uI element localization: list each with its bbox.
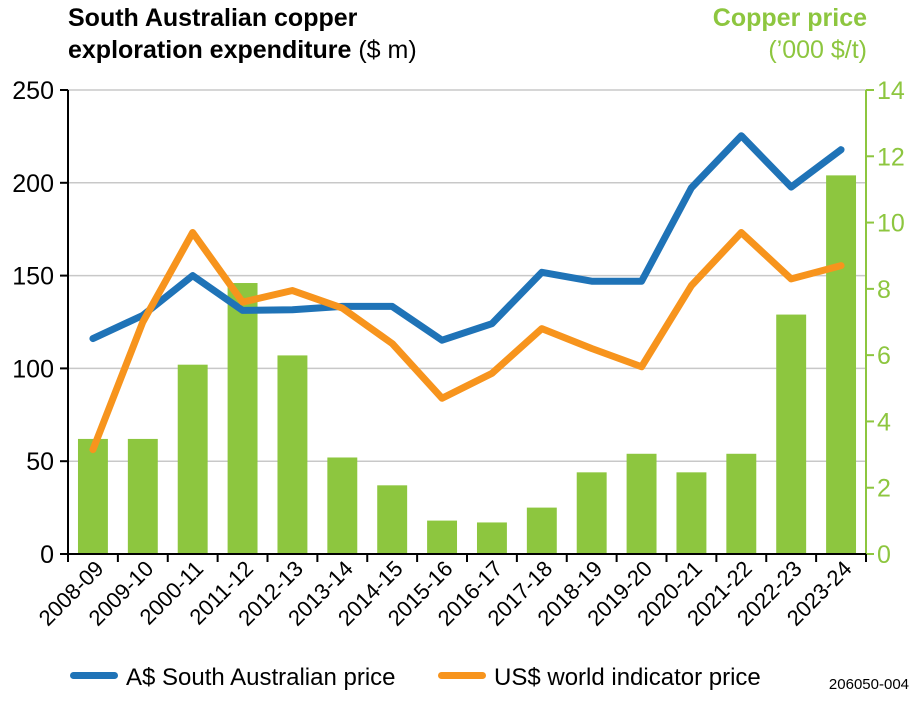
legend-swatch-sa-price [70,672,118,680]
left-tick-label: 0 [40,541,54,569]
left-tick-label: 200 [12,170,54,198]
expenditure-bar-2012-13 [277,355,308,554]
left-axis-title: South Australian copper exploration expe… [68,2,417,66]
left-tick-label: 100 [12,355,54,383]
right-title-line1: Copper price [712,4,867,32]
sa-price-line [89,132,845,344]
left-title-line1: South Australian copper [68,4,358,32]
expenditure-bar-2014-15 [377,485,408,554]
expenditure-bar-2008-09 [77,438,108,554]
legend-item-world-price: US$ world indicator price [438,664,761,692]
left-title-line2-bold: exploration expenditure [68,36,352,64]
legend-swatch-world-price [438,672,486,680]
right-axis-title: Copper price (’000 $/t) [713,2,867,66]
legend-item-sa-price: A$ South Australian price [70,664,396,692]
right-tick-label: 4 [877,408,891,436]
left-tick-label: 150 [12,263,54,291]
expenditure-bar-2023-24 [826,175,857,554]
right-tick-label: 6 [877,342,891,370]
right-tick-label: 0 [877,541,891,569]
world-price-line [89,229,845,454]
expenditure-bar-2009-10 [127,438,158,554]
expenditure-bar-2021-22 [726,453,757,554]
expenditure-bar-2000-11 [177,364,208,554]
left-tick-label: 250 [12,77,54,105]
expenditure-bar-2015-16 [427,520,458,554]
expenditure-bar-2018-19 [576,472,607,554]
right-tick-label: 2 [877,475,891,503]
right-tick-label: 14 [877,77,905,105]
expenditure-bar-2016-17 [476,522,507,554]
legend-label-world-price: US$ world indicator price [494,664,761,691]
expenditure-bar-2022-23 [776,314,807,554]
left-tick-label: 50 [26,448,54,476]
expenditure-bar-2017-18 [526,507,557,554]
expenditure-bar-2019-20 [626,453,657,554]
expenditure-bar-2013-14 [327,457,358,554]
right-tick-label: 8 [877,276,891,304]
right-title-line2: (’000 $/t) [768,36,867,64]
figure-code: 206050-004 [828,676,909,693]
right-tick-label: 10 [877,210,905,238]
legend-label-sa-price: A$ South Australian price [126,664,396,691]
right-tick-label: 12 [877,143,905,171]
expenditure-bar-2020-21 [676,472,707,554]
left-title-unit: ($ m) [351,36,417,64]
expenditure-bar-2011-12 [227,283,258,554]
left-title-line2: exploration expenditure ($ m) [68,34,417,66]
